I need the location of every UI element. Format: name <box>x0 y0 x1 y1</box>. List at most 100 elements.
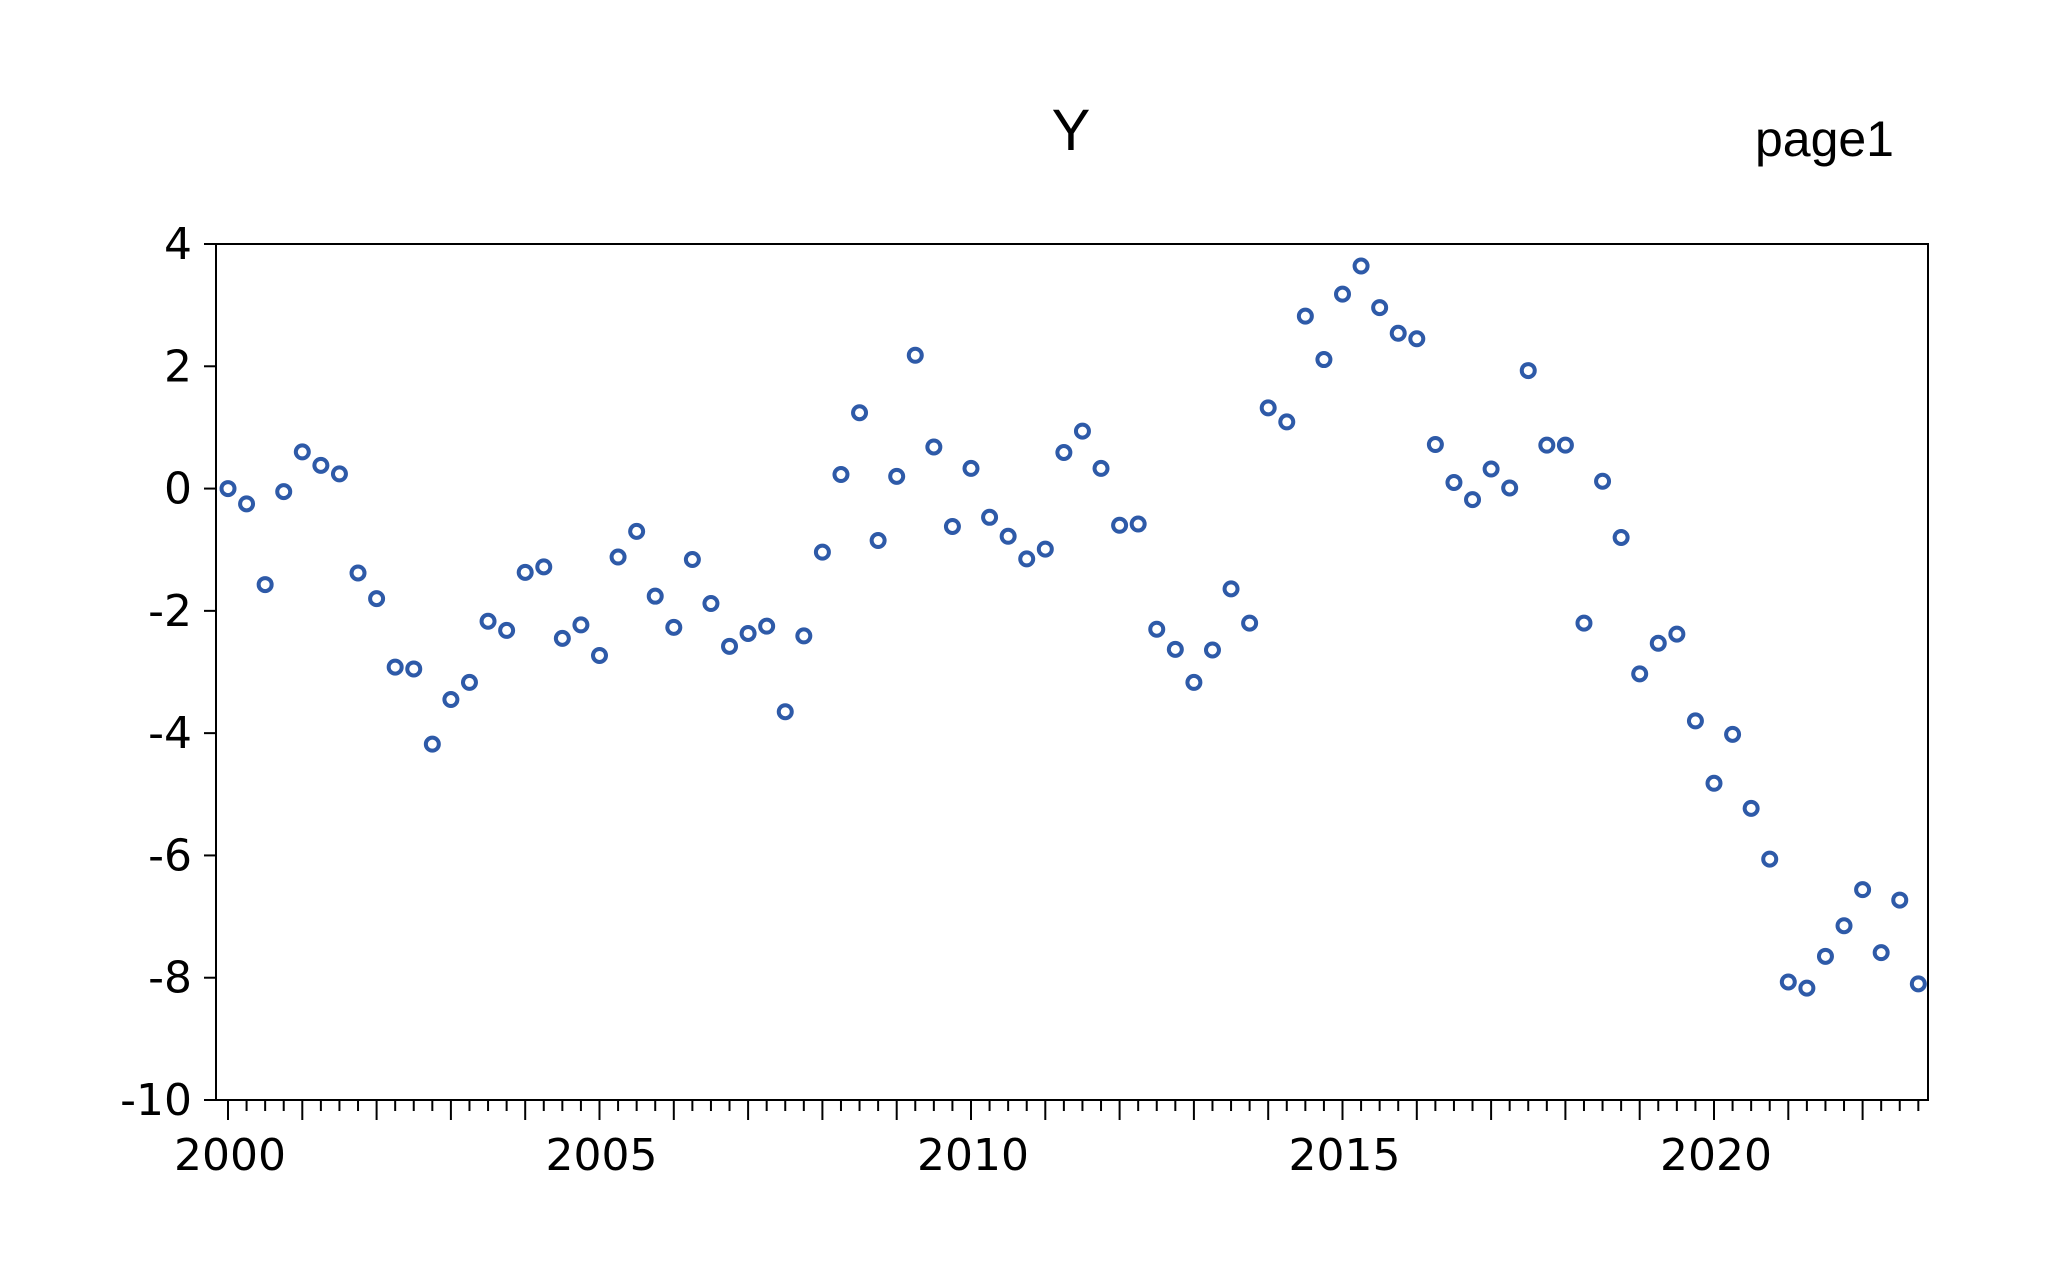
data-point <box>1315 351 1333 369</box>
y-tick-label: -8 <box>148 953 192 1004</box>
data-point <box>1129 515 1147 533</box>
data-point <box>1761 850 1779 868</box>
data-point <box>275 483 293 501</box>
data-point <box>888 467 906 485</box>
data-point <box>1018 550 1036 568</box>
data-point <box>553 629 571 647</box>
y-tick-label: 0 <box>164 464 192 515</box>
x-tick-label: 2000 <box>174 1130 286 1181</box>
data-point <box>1501 479 1519 497</box>
data-point <box>238 495 256 513</box>
data-point <box>1724 725 1742 743</box>
data-point <box>1909 975 1927 993</box>
data-point <box>813 543 831 561</box>
page-label: page1 <box>1755 111 1894 167</box>
data-point <box>962 459 980 477</box>
data-point <box>479 612 497 630</box>
data-point <box>256 576 274 594</box>
y-tick-label: 4 <box>164 219 192 270</box>
data-point <box>1816 947 1834 965</box>
y-axis: 4 2 0 -2 -4 -6 -8 -10 <box>120 219 216 1126</box>
data-point <box>1872 944 1890 962</box>
data-point <box>702 595 720 613</box>
data-point <box>906 346 924 364</box>
data-point <box>1408 330 1426 348</box>
data-point <box>1575 614 1593 632</box>
data-points <box>219 257 1927 997</box>
data-point <box>1464 491 1482 509</box>
data-point <box>1278 413 1296 431</box>
data-point <box>1073 422 1091 440</box>
data-point <box>628 522 646 540</box>
data-point <box>925 438 943 456</box>
x-tick-label: 2020 <box>1660 1130 1772 1181</box>
data-point <box>1649 634 1667 652</box>
y-tick-label: -10 <box>120 1075 192 1126</box>
data-point <box>1055 443 1073 461</box>
data-point <box>1668 625 1686 643</box>
data-point <box>1222 580 1240 598</box>
data-point <box>1352 257 1370 275</box>
data-point <box>758 617 776 635</box>
data-point <box>1092 459 1110 477</box>
plot-frame <box>215 243 1929 1101</box>
x-axis: 2000 2005 2010 2015 2020 <box>174 1100 1920 1181</box>
data-point <box>869 532 887 550</box>
data-point <box>1854 881 1872 899</box>
data-point <box>572 616 590 634</box>
data-point <box>535 558 553 576</box>
y-tick-label: -6 <box>148 830 192 881</box>
data-point <box>1538 436 1556 454</box>
data-point <box>1203 641 1221 659</box>
y-tick-label: -2 <box>148 586 192 637</box>
y-tick-label: 2 <box>164 341 192 392</box>
data-point <box>776 703 794 721</box>
data-point <box>460 673 478 691</box>
chart-title: Y <box>1052 98 1091 163</box>
data-point <box>795 627 813 645</box>
data-point <box>349 564 367 582</box>
data-point <box>1519 362 1537 380</box>
data-point <box>368 590 386 608</box>
data-point <box>1148 620 1166 638</box>
data-point <box>312 456 330 474</box>
data-point <box>1779 973 1797 991</box>
data-point <box>1259 399 1277 417</box>
data-point <box>1482 460 1500 478</box>
data-point <box>1166 640 1184 658</box>
data-point <box>646 587 664 605</box>
data-point <box>1241 614 1259 632</box>
data-point <box>330 465 348 483</box>
data-point <box>386 658 404 676</box>
data-point <box>1705 774 1723 792</box>
data-point <box>1594 472 1612 490</box>
data-point <box>981 508 999 526</box>
data-point <box>1389 324 1407 342</box>
data-point <box>1296 307 1314 325</box>
x-tick-label: 2010 <box>917 1130 1029 1181</box>
data-point <box>1835 917 1853 935</box>
data-point <box>1742 799 1760 817</box>
data-point <box>405 660 423 678</box>
x-tick-label: 2005 <box>546 1130 658 1181</box>
data-point <box>999 527 1017 545</box>
data-point <box>683 550 701 568</box>
data-point <box>665 618 683 636</box>
data-point <box>516 563 534 581</box>
data-point <box>851 404 869 422</box>
data-point <box>1334 285 1351 303</box>
data-point <box>739 624 757 642</box>
data-point <box>293 443 311 461</box>
data-point <box>1686 712 1704 730</box>
data-point <box>1426 436 1444 454</box>
data-point <box>1891 891 1909 909</box>
data-point <box>832 466 850 484</box>
x-tick-label: 2015 <box>1289 1130 1401 1181</box>
data-point <box>423 735 441 753</box>
data-point <box>1631 665 1649 683</box>
data-point <box>721 637 739 655</box>
data-point <box>1036 540 1054 558</box>
data-point <box>1371 299 1389 317</box>
